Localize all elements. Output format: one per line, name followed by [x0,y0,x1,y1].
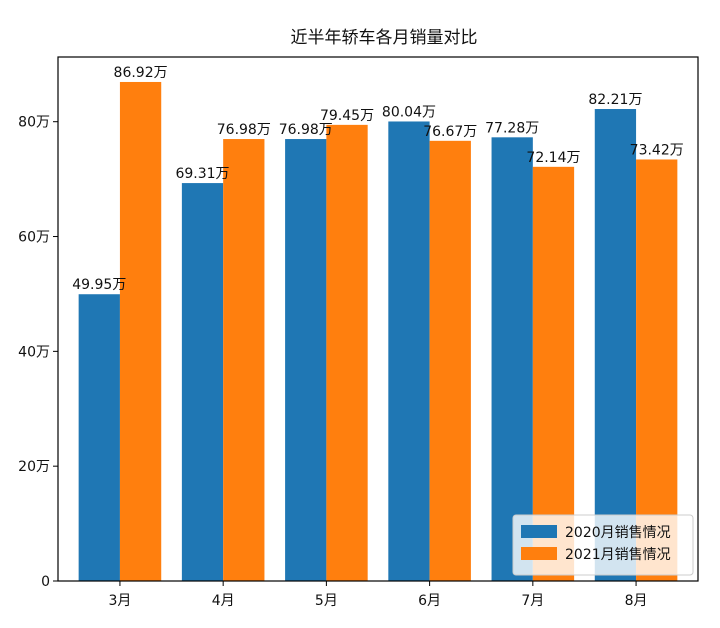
legend-label: 2021月销售情况 [565,547,671,563]
y-tick-label: 40万 [18,344,50,360]
data-label: 86.92万 [114,65,168,81]
legend-swatch [521,525,557,538]
data-label: 76.98万 [217,122,271,138]
x-tick-label: 7月 [521,593,544,609]
legend: 2020月销售情况 2021月销售情况 [512,514,694,576]
x-tick-label: 6月 [418,593,441,609]
data-labels-layer: 49.95万 69.31万 76.98万 80.04万 77.28万 82.21万 86.9… [72,65,684,293]
data-label: 79.45万 [320,108,374,124]
data-label: 80.04万 [382,104,436,120]
x-tick-label: 3月 [108,593,131,609]
bar-2021-2 [326,124,368,581]
data-label: 77.28万 [485,120,539,136]
bars-layer [78,81,678,582]
legend-swatch [521,547,557,560]
bar-2021-1 [223,139,265,581]
bar-2020-1 [181,183,224,582]
y-tick-label: 20万 [18,459,50,475]
data-label: 76.98万 [279,122,333,138]
legend-label: 2020月销售情况 [565,525,671,541]
bar-2020-4 [491,137,533,581]
bar-2021-3 [429,140,471,581]
y-tick-label: 60万 [18,230,50,246]
bar-2020-5 [594,109,637,581]
y-tick-label: 0 [41,574,50,590]
y-tick-label: 80万 [18,115,50,131]
chart-title: 近半年轿车各月销量对比 [291,28,478,48]
bar-2021-0 [119,81,162,582]
bar-2020-2 [285,139,327,581]
bar-2020-3 [388,121,430,582]
data-label: 73.42万 [630,142,684,158]
bar-2021-5 [636,159,678,582]
data-label: 82.21万 [588,92,642,108]
x-tick-label: 8月 [625,593,648,609]
x-axis: 3月 4月 5月 6月 7月 8月 [108,581,648,609]
data-label: 72.14万 [526,150,580,166]
x-tick-label: 5月 [315,593,338,609]
data-label: 76.67万 [423,124,477,140]
plot-frame [57,56,699,582]
y-axis: 0 20万 40万 60万 80万 [18,115,58,590]
bar-2021-4 [532,166,575,582]
data-label: 69.31万 [175,166,229,182]
data-label: 49.95万 [72,277,126,293]
bar-2020-0 [78,294,120,581]
legend-box [512,514,694,576]
x-tick-label: 4月 [212,593,235,609]
